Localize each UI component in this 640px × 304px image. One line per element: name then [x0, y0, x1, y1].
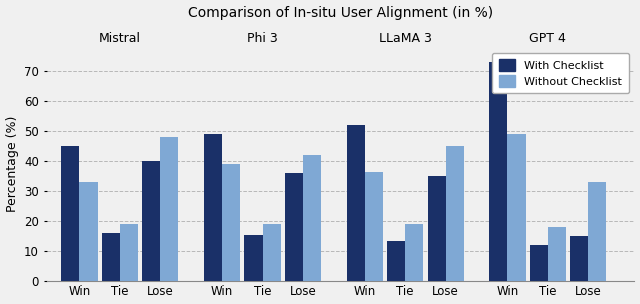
Bar: [160, 137, 179, 281]
Bar: [262, 224, 280, 281]
Bar: [204, 134, 222, 281]
Text: Mistral: Mistral: [99, 32, 141, 45]
Bar: [61, 146, 79, 281]
Y-axis label: Percentage (%): Percentage (%): [6, 116, 19, 212]
Bar: [445, 146, 464, 281]
Text: LLaMA 3: LLaMA 3: [379, 32, 431, 45]
Bar: [387, 241, 405, 281]
Bar: [285, 173, 303, 281]
Bar: [530, 245, 548, 281]
Bar: [405, 224, 423, 281]
Title: Comparison of In-situ User Alignment (in %): Comparison of In-situ User Alignment (in…: [188, 5, 493, 19]
Bar: [120, 224, 138, 281]
Bar: [570, 236, 588, 281]
Text: Phi 3: Phi 3: [247, 32, 278, 45]
Bar: [79, 182, 97, 281]
Bar: [428, 176, 445, 281]
Bar: [142, 161, 160, 281]
Bar: [303, 155, 321, 281]
Bar: [508, 134, 525, 281]
Bar: [102, 233, 120, 281]
Bar: [548, 227, 566, 281]
Text: GPT 4: GPT 4: [529, 32, 566, 45]
Bar: [365, 172, 383, 281]
Bar: [588, 182, 606, 281]
Legend: With Checklist, Without Checklist: With Checklist, Without Checklist: [492, 53, 629, 93]
Bar: [347, 125, 365, 281]
Bar: [490, 62, 508, 281]
Bar: [222, 164, 240, 281]
Bar: [244, 235, 262, 281]
